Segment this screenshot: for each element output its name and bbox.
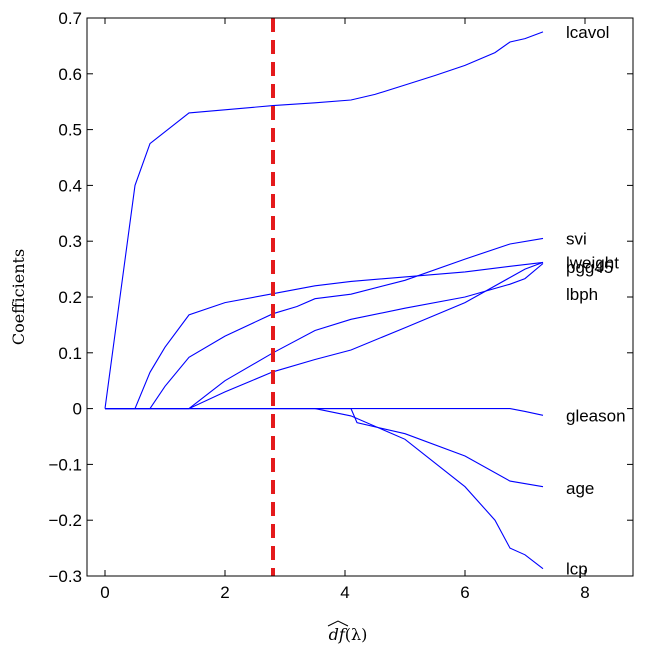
y-tick-label: 0.7	[58, 9, 82, 28]
series-label-age: age	[566, 479, 594, 498]
tick-layer: 0 2 4 6 8 −0.3 −0.2 −0.1 0 0.1 0.2 0.3 0.4 0.5 0.6 0.7	[48, 9, 633, 602]
y-tick-label: 0.1	[58, 344, 82, 363]
y-tick-label: 0	[73, 400, 82, 419]
y-tick-label: −0.1	[48, 455, 82, 474]
series-layer	[104, 31, 544, 570]
y-tick-label: −0.3	[48, 567, 82, 586]
series-label-gleason: gleason	[566, 406, 626, 425]
series-line-pgg45	[105, 261, 544, 410]
series-label-pgg45: pgg45	[566, 258, 613, 277]
series-label-lweight: lweight	[566, 253, 619, 272]
x-tick-label: 6	[460, 583, 469, 602]
y-tick-label: 0.4	[58, 176, 82, 195]
series-line-lbph	[105, 237, 544, 410]
x-tick-label: 4	[340, 583, 349, 602]
series-line-age	[105, 408, 544, 488]
x-tick-label: 0	[100, 583, 109, 602]
y-tick-label: 0.5	[58, 121, 82, 140]
y-tick-label: −0.2	[48, 511, 82, 530]
x-tick-label: 2	[220, 583, 229, 602]
series-label-lbph: lbph	[566, 285, 598, 304]
series-line-lweight	[105, 261, 544, 410]
series-label-svi: svi	[566, 229, 587, 248]
series-line-lcp	[105, 408, 544, 570]
plot-frame	[86, 17, 634, 577]
y-tick-label: 0.2	[58, 288, 82, 307]
series-line-lcavol	[104, 31, 544, 409]
x-axis-title-hat	[327, 620, 349, 627]
series-label-lcavol: lcavol	[566, 23, 609, 42]
x-axis-title: df(λ)	[329, 625, 368, 644]
y-axis-title: Coefficients	[9, 249, 28, 345]
y-tick-label: 0.6	[58, 65, 82, 84]
series-label-lcp: lcp	[566, 560, 588, 579]
x-tick-label: 8	[580, 583, 589, 602]
y-tick-label: 0.3	[58, 232, 82, 251]
series-line-gleason	[105, 408, 544, 416]
series-line-svi	[105, 263, 544, 410]
